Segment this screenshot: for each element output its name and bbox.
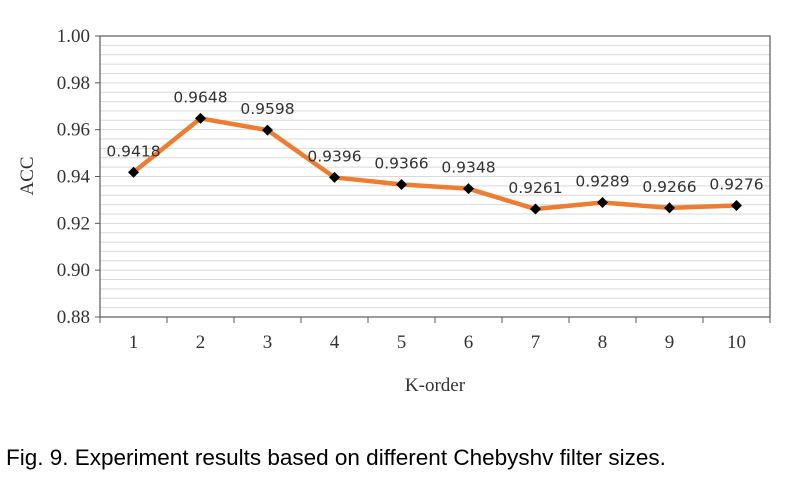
data-point-marker <box>731 200 742 212</box>
x-tick-label: 2 <box>196 332 206 353</box>
series-line <box>131 116 739 212</box>
y-tick-label: 0.98 <box>57 73 90 94</box>
x-tick-label: 7 <box>531 332 541 353</box>
data-label: 0.9598 <box>240 100 294 118</box>
y-tick-label: 0.94 <box>57 167 91 188</box>
data-label: 0.9648 <box>173 88 227 106</box>
data-point-marker <box>262 124 273 136</box>
x-tick-label: 5 <box>397 332 407 353</box>
x-axis-ticks: 1 2 3 4 5 6 7 8 9 10 <box>99 317 771 353</box>
x-tick-label: 4 <box>330 332 340 353</box>
y-tick-label: 0.90 <box>57 260 90 281</box>
data-point-marker <box>128 166 139 178</box>
x-tick-label: 8 <box>598 332 608 353</box>
x-tick-label: 1 <box>129 332 139 353</box>
data-point-marker <box>664 202 675 214</box>
data-label: 0.9261 <box>508 179 562 197</box>
data-point-marker <box>597 196 608 208</box>
y-tick-label: 1.00 <box>57 26 90 47</box>
data-label: 0.9396 <box>307 147 361 165</box>
x-tick-label: 9 <box>665 332 675 353</box>
data-point-marker <box>329 171 340 183</box>
data-label: 0.9348 <box>441 159 495 177</box>
y-tick-label: 0.92 <box>57 213 90 234</box>
data-point-marker <box>463 183 474 195</box>
y-tick-label: 0.88 <box>57 307 90 328</box>
x-tick-label: 6 <box>464 332 474 353</box>
data-label: 0.9276 <box>709 176 763 194</box>
data-label: 0.9266 <box>642 178 696 196</box>
data-labels: 0.9418 0.9648 0.9598 0.9396 0.9366 0.9348 0.92… <box>106 88 763 197</box>
figure-caption: Fig. 9. Experiment results based on diff… <box>6 445 666 470</box>
y-tick-label: 0.96 <box>57 120 90 141</box>
data-point-marker <box>195 112 206 124</box>
data-label: 0.9289 <box>575 172 629 190</box>
x-tick-label: 10 <box>727 332 746 353</box>
data-label: 0.9418 <box>106 142 160 160</box>
series-markers <box>128 112 742 215</box>
data-point-marker <box>396 178 407 190</box>
y-axis-title: ACC <box>17 156 38 195</box>
gridlines <box>100 44 770 309</box>
x-tick-label: 3 <box>263 332 273 353</box>
data-label: 0.9366 <box>374 154 428 172</box>
y-axis-ticks: 0.88 0.90 0.92 0.94 0.96 0.98 1.00 <box>57 26 100 328</box>
x-axis-title: K-order <box>405 375 466 396</box>
line-chart: 0.88 0.90 0.92 0.94 0.96 0.98 1.00 1 2 3 4 5 6 7 8 9 10… <box>17 26 771 396</box>
data-point-marker <box>530 203 541 215</box>
